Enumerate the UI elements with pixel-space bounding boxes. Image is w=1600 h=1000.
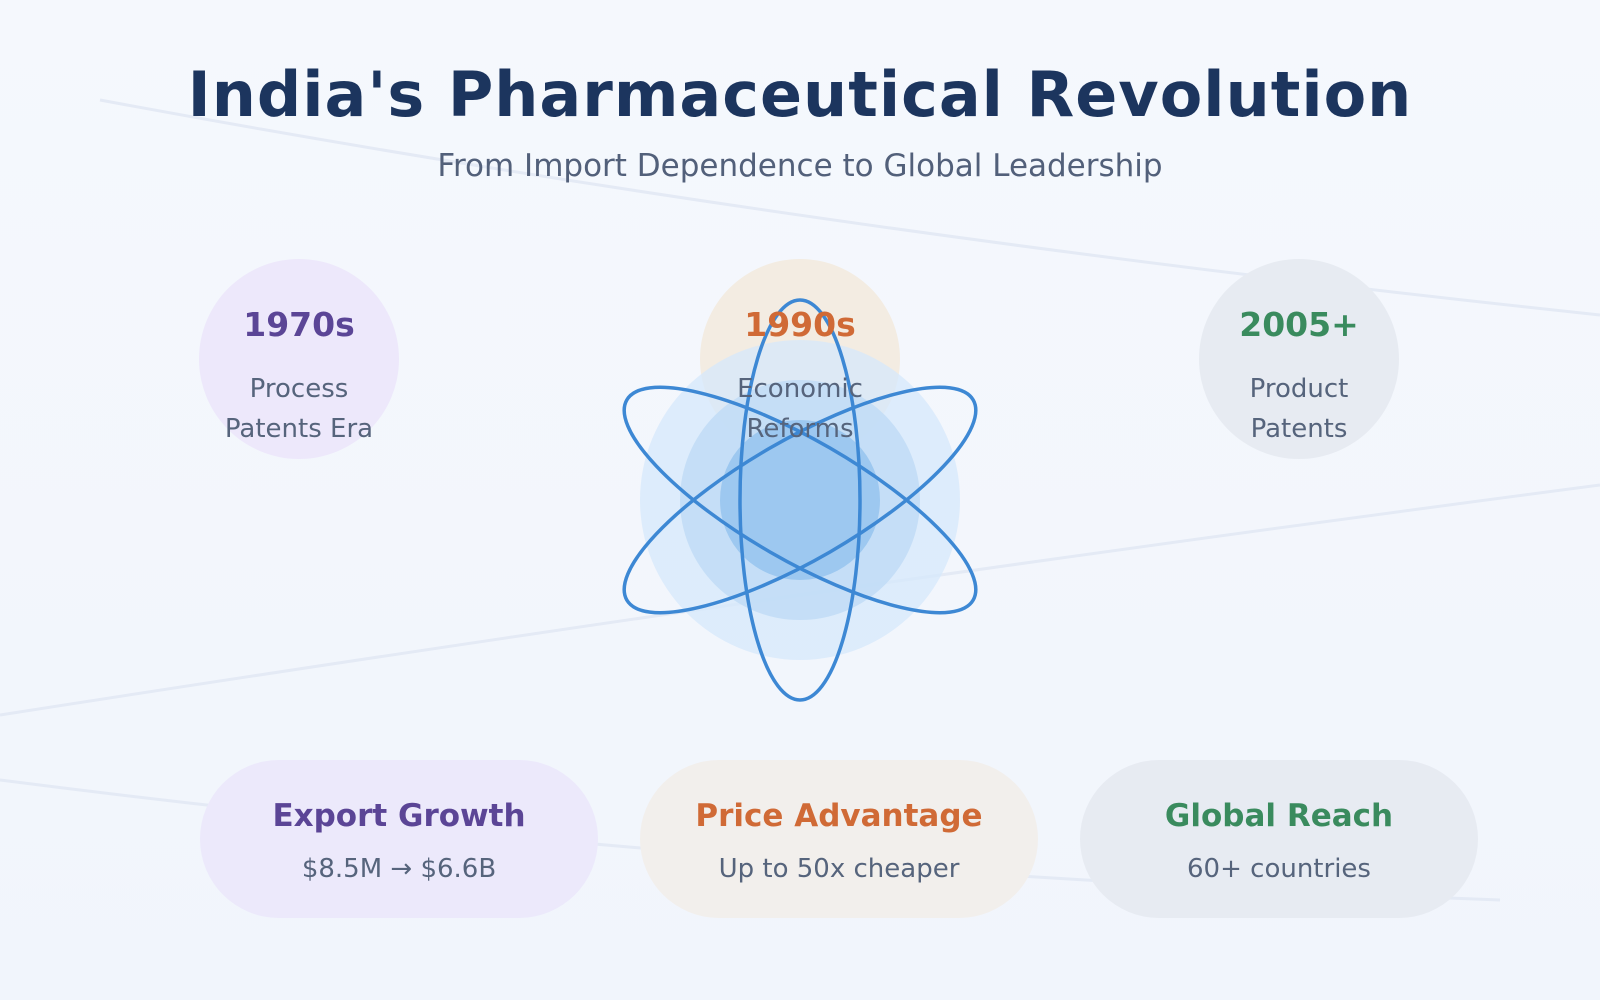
era-desc-line1: Process [249,374,349,404]
era-desc-line1: Product [1249,374,1349,404]
atom-glow-inner [720,420,880,580]
era-desc-line2: Patents Era [224,414,374,444]
era-desc-line2: Patents [1250,414,1348,444]
atom-orbit-left [622,385,978,615]
card-value: Up to 50x cheaper [718,854,960,884]
era-year: 2005+ [1239,305,1359,344]
era-description: Process Patents Era [199,369,399,449]
card-value: $8.5M → $6.6B [301,854,497,884]
card-title: Price Advantage [695,798,983,834]
atom-icon [622,298,978,702]
card-title: Global Reach [1164,798,1394,834]
stat-card-price-advantage: Price Advantage Up to 50x cheaper [640,760,1038,918]
stat-card-global-reach: Global Reach 60+ countries [1080,760,1478,918]
era-description: Product Patents [1199,369,1399,449]
era-1970s-circle: 1970s Process Patents Era [199,259,399,459]
card-value: 60+ countries [1187,854,1371,884]
stat-card-export-growth: Export Growth $8.5M → $6.6B [200,760,598,918]
atom-orbit-vertical [738,298,862,702]
era-year: 1970s [243,305,355,344]
atom-orbit-right [622,385,978,615]
era-2005-circle: 2005+ Product Patents [1199,259,1399,459]
page-subtitle: From Import Dependence to Global Leaders… [437,148,1163,184]
card-title: Export Growth [272,798,526,834]
page-title: India's Pharmaceutical Revolution [187,58,1413,131]
